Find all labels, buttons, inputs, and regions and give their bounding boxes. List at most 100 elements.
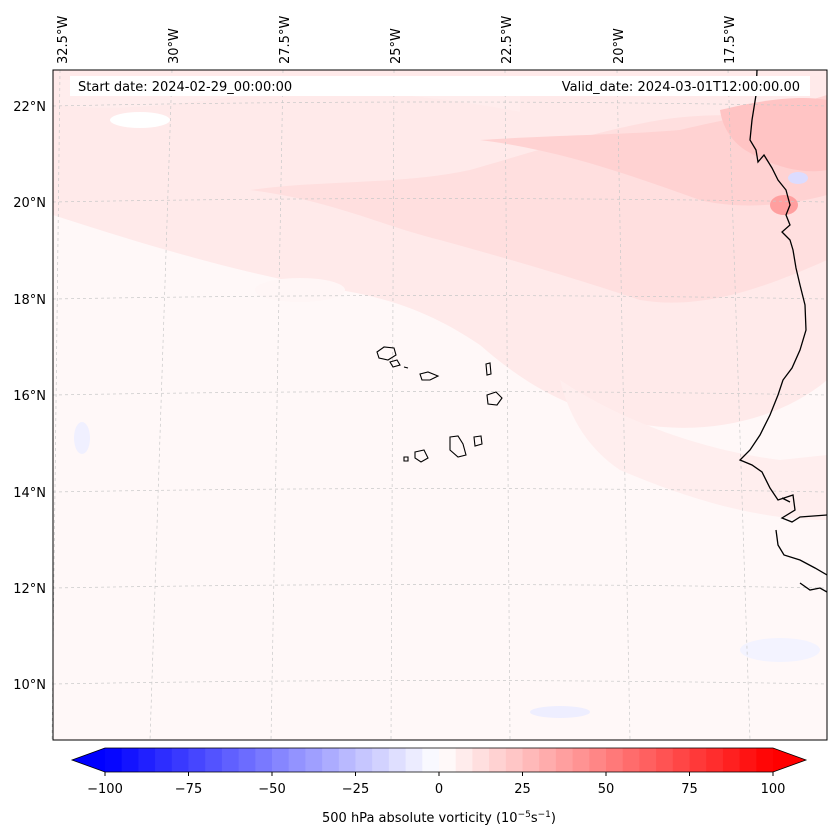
africa-coast-north	[738, 70, 827, 523]
colorbar-cell	[739, 748, 757, 772]
colorbar-cell	[722, 748, 741, 772]
vorticity-coastal-max	[720, 98, 827, 172]
lat-label-22n: 22°N	[13, 100, 46, 115]
parallel-22n	[52, 101, 828, 107]
colorbar-cell	[171, 748, 190, 772]
lat-label-20n: 20°N	[13, 196, 46, 211]
cb-tick-label-100: 100	[761, 782, 786, 797]
cb-tick-label-0: 0	[435, 782, 443, 797]
island-sao-nicolau	[403, 366, 440, 381]
africa-coast-guinea	[799, 582, 827, 593]
lon-label-30w: 30°W	[167, 28, 182, 64]
colorbar-cell	[272, 748, 290, 772]
colorbar-cell	[288, 748, 306, 772]
island-maio	[473, 435, 483, 447]
latitude-labels: 22°N 20°N 18°N 16°N 14°N 12°N 10°N	[13, 100, 46, 693]
lon-label-22-5w: 22.5°W	[500, 16, 515, 64]
colorbar-cell	[539, 748, 557, 772]
meridian-22-5w	[504, 69, 511, 741]
colorbar-cell	[422, 748, 440, 772]
vorticity-peak	[770, 195, 798, 215]
colorbar-cell	[388, 748, 407, 772]
coastline	[738, 70, 827, 593]
colorbar-cell	[255, 748, 273, 772]
island-santo-antao	[376, 346, 397, 361]
colorbar-cell	[522, 748, 540, 772]
meridian-25w	[390, 69, 395, 741]
vorticity-clear-patch-2	[255, 278, 345, 302]
parallel-14n	[52, 488, 828, 493]
colorbar-cell	[138, 748, 156, 772]
colorbar-cell	[338, 748, 357, 772]
cb-title-prefix: 500 hPa absolute vorticity (10	[322, 811, 518, 826]
vorticity-southeast-band	[560, 380, 827, 520]
cb-tick-label-75: 75	[681, 782, 698, 797]
colorbar-cell	[405, 748, 423, 772]
cb-tick-label-neg75: −75	[175, 782, 202, 797]
cb-tick-label-neg25: −25	[342, 782, 369, 797]
colorbar-cell	[322, 748, 340, 772]
colorbar-ticks	[104, 772, 774, 776]
parallel-18n	[52, 295, 828, 300]
cb-title-exp2: −1	[538, 810, 551, 820]
colorbar-cell	[572, 748, 590, 772]
lat-label-14n: 14°N	[13, 486, 46, 501]
graticule	[51, 69, 828, 741]
cb-title-mid: s	[531, 811, 538, 826]
island-santiago	[449, 435, 467, 458]
colorbar-cell	[472, 748, 490, 772]
colorbar-cell	[489, 748, 507, 772]
cb-tick-label-25: 25	[514, 782, 531, 797]
colorbar-tick-labels: −100 −75 −50 −25 0 25 50 75 100	[87, 782, 785, 797]
colorbar: −100 −75 −50 −25 0 25 50 75 100 500 hPa …	[70, 747, 808, 826]
colorbar-cell	[305, 748, 323, 772]
cb-tick-label-neg50: −50	[258, 782, 285, 797]
colorbar-cell	[706, 748, 724, 772]
island-brava	[403, 456, 409, 462]
map-frame	[52, 69, 828, 741]
cb-tick-label-neg100: −100	[87, 782, 123, 797]
parallel-10n	[52, 680, 828, 685]
map-panel: Start date: 2024-02-29_00:00:00 Valid_da…	[51, 69, 828, 741]
start-date-label: Start date: 2024-02-29_00:00:00	[78, 80, 292, 95]
parallel-20n	[52, 198, 828, 203]
colorbar-cell	[555, 748, 574, 772]
vorticity-negative-spot	[788, 172, 808, 184]
colorbar-cell	[439, 748, 457, 772]
cb-title-suffix: )	[551, 811, 556, 826]
colorbar-cell	[505, 748, 524, 772]
valid-date-label: Valid_date: 2024-03-01T12:00:00.00	[562, 80, 800, 95]
colorbar-max-extend	[773, 748, 806, 772]
colorbar-min-extend	[72, 748, 105, 772]
colorbar-cell	[672, 748, 691, 772]
colorbar-cell	[155, 748, 173, 772]
colorbar-cell	[656, 748, 674, 772]
colorbar-cell	[455, 748, 473, 772]
vorticity-clear-patch-1	[110, 112, 170, 128]
islands	[376, 346, 503, 463]
colorbar-cell	[221, 748, 240, 772]
lon-label-32-5w: 32.5°W	[56, 16, 71, 64]
lat-label-16n: 16°N	[13, 389, 46, 404]
colorbar-cell	[238, 748, 256, 772]
colorbar-cell	[622, 748, 640, 772]
vorticity-negative-patch-2	[740, 638, 820, 662]
header-box	[70, 76, 810, 96]
cb-tick-label-50: 50	[598, 782, 615, 797]
longitude-labels: 32.5°W 30°W 27.5°W 25°W 22.5°W 20°W 17.5…	[56, 16, 738, 64]
colorbar-cell	[639, 748, 657, 772]
lat-label-12n: 12°N	[13, 582, 46, 597]
colorbar-cell	[606, 748, 624, 772]
lat-label-10n: 10°N	[13, 678, 46, 693]
colorbar-cell	[756, 748, 774, 772]
colorbar-cell	[355, 748, 373, 772]
meridian-20w	[616, 69, 631, 741]
colorbar-cell	[105, 748, 123, 772]
colorbar-cell	[372, 748, 390, 772]
vorticity-negative-patch-1	[530, 706, 590, 718]
parallel-12n	[52, 584, 828, 589]
lon-label-25w: 25°W	[389, 28, 404, 64]
island-sao-vicente	[389, 359, 401, 368]
lon-label-27-5w: 27.5°W	[278, 16, 293, 64]
